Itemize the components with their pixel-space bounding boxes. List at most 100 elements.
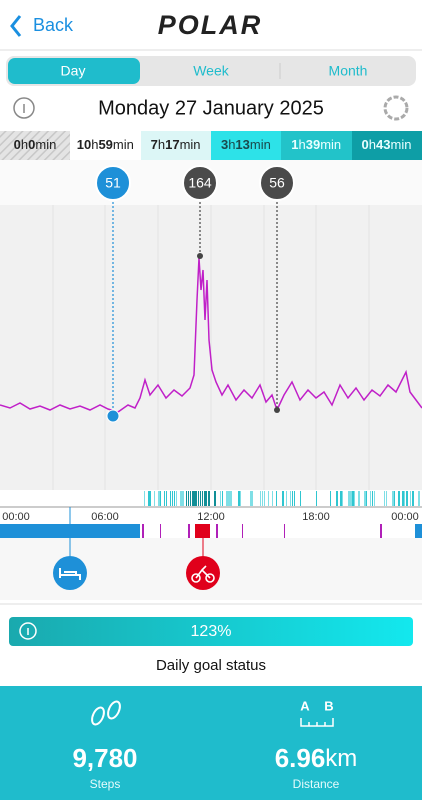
sync-icon[interactable] [383,95,409,121]
brand-logo: POLAR [158,10,263,40]
info-icon[interactable] [13,97,35,119]
level-unit: min [113,137,134,152]
strip-bar [264,491,265,506]
level-number: 10 [77,137,91,152]
activity-strip [144,491,420,506]
activity-tick [188,524,190,538]
strip-bar [292,491,293,506]
goal-info[interactable] [19,622,37,640]
back-label[interactable]: Back [33,15,74,35]
tab[interactable]: Day [61,63,86,79]
goal-label: Daily goal status [156,657,266,674]
level-number: 7 [151,137,158,152]
strip-bar [172,491,173,506]
strip-bar [192,491,194,506]
level-number: 17 [165,137,179,152]
strip-bar [316,491,317,506]
strip-bar [170,491,171,506]
strip-bar [294,491,295,506]
strip-bar [252,491,253,506]
level-unit: min [390,137,411,152]
strip-bar [374,491,375,506]
level-unit: min [180,137,201,152]
level-number: 1 [291,137,298,152]
level-unit: h [91,137,98,152]
level-number: 0 [28,137,35,152]
distance-label: Distance [293,777,340,791]
level-label: 0h0min [14,137,57,152]
level-labels: 0h0min 10h59min 7h17min 3h13min 1h39min 0h43m… [14,137,412,152]
strip-bar [340,491,342,506]
strip-bar [364,491,366,506]
tab-selected [8,58,140,84]
activity-tick [284,524,285,538]
strip-bar [176,491,177,506]
bike-frame [195,565,211,579]
steps-icon [91,700,121,726]
strip-bar [342,491,343,506]
strip-bar [352,491,354,506]
level-unit: h [298,137,305,152]
strip-bar [182,491,184,506]
strip-bar [336,491,338,506]
strip-bar [150,491,151,506]
distance-value: 6.96km [275,743,358,773]
strip-bar [300,491,301,506]
strip-bar [348,491,350,506]
strip-bar [250,491,252,506]
strip-bar [372,491,373,506]
strip-bar [202,491,203,506]
hr-marker-label: 56 [269,175,285,191]
ruler-icon [300,718,334,727]
strip-bar [240,491,241,506]
level-label: 0h43min [362,137,412,152]
time-label: 12:00 [197,511,225,523]
strip-bar [268,491,269,506]
hr-marker[interactable] [95,165,131,201]
level-number: 0 [362,137,369,152]
time-label: 18:00 [302,511,330,523]
level-segment [0,131,70,160]
goal-bar [9,617,413,646]
back-button[interactable]: Back [10,15,74,37]
level-unit: min [35,137,56,152]
tab[interactable]: Week [193,63,230,79]
strip-bar [158,491,160,506]
level-unit: min [320,137,341,152]
strip-bar [226,491,228,506]
tab[interactable]: Month [329,63,368,79]
level-segment [281,131,352,160]
strip-bar [286,491,287,506]
strip-bar [200,491,201,506]
bed-icon [59,568,81,580]
level-label: 7h17min [151,137,201,152]
strip-bar [160,491,161,506]
level-segment [141,131,211,160]
hr-marker[interactable] [259,165,295,201]
activity-tick [216,524,218,538]
info-button[interactable] [13,97,35,119]
level-label: 3h13min [221,137,271,152]
back-chevron[interactable] [10,15,22,37]
strip-bar [220,491,221,506]
strip-bar [366,491,367,506]
activity-tick [242,524,243,538]
strip-bar [174,491,175,506]
strip-bar [402,491,404,506]
training-event[interactable] [186,556,220,590]
strip-bar [180,491,182,506]
activity-tick [142,524,144,538]
level-unit: h [369,137,376,152]
footprint [91,706,105,726]
strip-bar [392,491,394,506]
info-icon[interactable] [19,622,37,640]
level-unit: min [250,137,271,152]
strip-bar [350,491,352,506]
distance-icon-label: A [300,698,310,713]
hr-marker[interactable] [182,165,218,201]
strip-bar [228,491,230,506]
activity-tick [160,524,161,538]
